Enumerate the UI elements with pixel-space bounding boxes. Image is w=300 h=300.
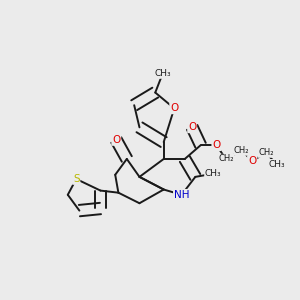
Text: CH₃: CH₃	[154, 69, 171, 78]
Text: O: O	[248, 156, 256, 166]
Text: O: O	[212, 140, 220, 150]
Text: O: O	[170, 103, 178, 113]
Text: CH₃: CH₃	[268, 160, 285, 169]
Text: CH₂: CH₂	[218, 154, 234, 164]
Text: O: O	[248, 156, 256, 166]
Text: CH₂: CH₂	[258, 148, 274, 157]
Text: CH₂: CH₂	[234, 146, 249, 155]
Text: O: O	[112, 135, 120, 145]
Text: S: S	[73, 174, 80, 184]
Text: O: O	[188, 122, 196, 132]
Text: CH₃: CH₃	[205, 169, 222, 178]
Text: NH: NH	[174, 190, 189, 200]
